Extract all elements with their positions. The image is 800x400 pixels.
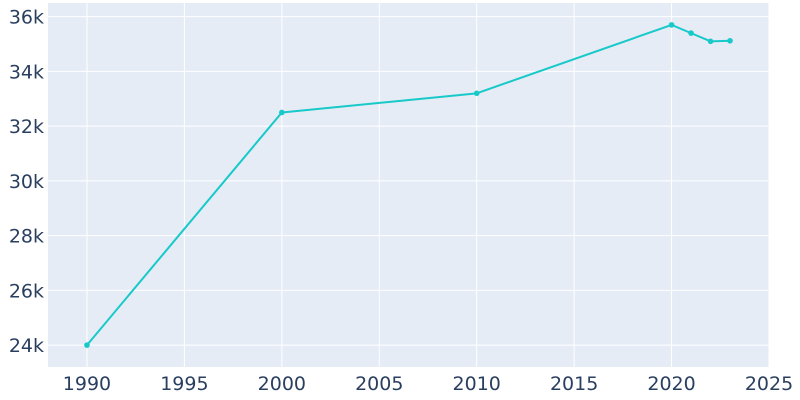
data-point-1990: [84, 342, 90, 348]
data-point-2023: [727, 37, 733, 44]
data-point-2010: [473, 90, 480, 97]
x-tick-label-2000: 2000: [258, 373, 306, 395]
data-series: [84, 22, 733, 348]
x-axis-tick-labels: 1990 1995 2000 2005 2010 2015 2020 2025: [63, 373, 793, 395]
data-point-2021: [688, 30, 694, 36]
y-tick-label-30k: 30k: [9, 171, 44, 193]
data-point-2020: [668, 22, 675, 28]
x-gridlines: [86, 3, 770, 367]
y-tick-label-24k: 24k: [9, 335, 44, 357]
x-tick-label-2015: 2015: [550, 373, 598, 395]
y-axis-tick-labels: 24k 26k 28k 30k 32k 34k 36k: [9, 7, 44, 357]
x-tick-label-2020: 2020: [647, 373, 695, 395]
y-tick-label-36k: 36k: [9, 7, 44, 29]
data-point-2000: [279, 109, 285, 116]
x-tick-label-1990: 1990: [63, 373, 111, 395]
plot-area: [48, 3, 769, 367]
x-tick-label-2010: 2010: [453, 373, 501, 395]
x-tick-label-1995: 1995: [160, 373, 208, 395]
y-tick-label-34k: 34k: [9, 61, 44, 83]
x-tick-label-2005: 2005: [355, 373, 403, 395]
x-tick-label-2025: 2025: [745, 373, 793, 395]
data-point-2022: [707, 38, 714, 45]
y-gridlines: [48, 16, 769, 346]
y-tick-label-28k: 28k: [9, 226, 44, 248]
y-tick-label-26k: 26k: [9, 280, 44, 302]
y-tick-label-32k: 32k: [9, 116, 44, 138]
